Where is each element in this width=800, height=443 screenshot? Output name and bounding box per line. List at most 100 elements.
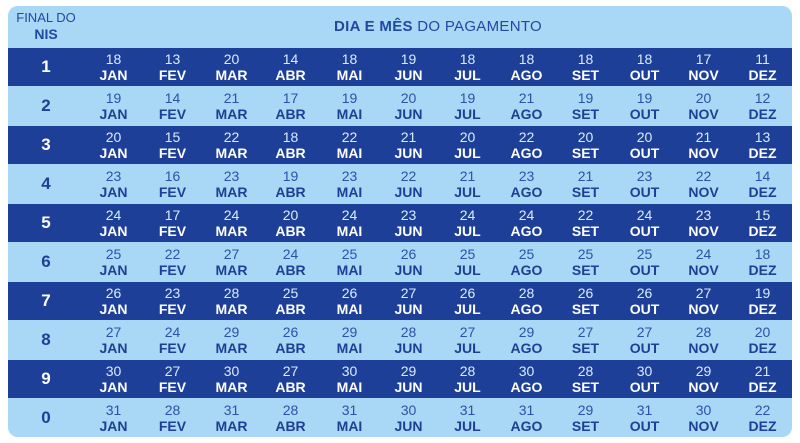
payment-day: 30: [400, 402, 417, 418]
payment-date-cell: 22 MAI: [320, 126, 379, 164]
payment-date-cell: 15 DEZ: [733, 204, 792, 242]
payment-month: FEV: [158, 262, 187, 278]
payment-day: 31: [459, 402, 476, 418]
table-header: FINAL DO NIS DIA E MÊS DO PAGAMENTO: [8, 6, 792, 48]
payment-day: 23: [223, 168, 240, 184]
payment-day: 20: [105, 129, 122, 145]
payment-month: SET: [571, 418, 600, 434]
payment-day: 25: [636, 246, 653, 262]
payment-date-cell: 28 FEV: [143, 399, 202, 437]
payment-date-cell: 25 SET: [556, 243, 615, 281]
payment-date-cell: 25 JAN: [84, 243, 143, 281]
payment-month: DEZ: [748, 301, 777, 317]
payment-month: OUT: [629, 106, 660, 122]
payment-day: 18: [636, 51, 653, 67]
payment-month: MAI: [336, 301, 363, 317]
payment-date-cell: 22 MAR: [202, 126, 261, 164]
payment-day: 16: [164, 168, 181, 184]
payment-date-cell: 29 AGO: [497, 321, 556, 359]
payment-month: MAI: [336, 223, 363, 239]
payment-date-cell: 20 NOV: [674, 87, 733, 125]
nis-final-digit: 8: [41, 330, 51, 349]
payment-day: 26: [459, 285, 476, 301]
table-row: 4 23 JAN 16 FEV 23 MAR 19 ABR 23 MAI 22 JUN 21 JUL 23 AG…: [8, 165, 792, 203]
payment-day: 20: [223, 51, 240, 67]
payment-month: MAI: [336, 418, 363, 434]
payment-day: 18: [105, 51, 122, 67]
nis-final-digit: 2: [41, 96, 51, 115]
payment-month: SET: [571, 67, 600, 83]
payment-date-cell: 20 JUL: [438, 126, 497, 164]
payment-month: OUT: [629, 67, 660, 83]
payment-month: AGO: [510, 262, 543, 278]
payment-date-cell: 18 MAI: [320, 48, 379, 86]
payment-day: 25: [105, 246, 122, 262]
payment-day: 31: [518, 402, 535, 418]
payment-date-cell: 28 AGO: [497, 282, 556, 320]
payment-date-cell: 31 MAR: [202, 399, 261, 437]
payment-date-cell: 23 JUN: [379, 204, 438, 242]
payment-day: 22: [223, 129, 240, 145]
payment-day: 25: [459, 246, 476, 262]
payment-day: 22: [577, 207, 594, 223]
payment-month: NOV: [688, 340, 719, 356]
payment-day: 28: [400, 324, 417, 340]
payment-date-cell: 19 JUL: [438, 87, 497, 125]
payment-date-cell: 28 JUL: [438, 360, 497, 398]
payment-date-cell: 31 MAI: [320, 399, 379, 437]
payment-day: 23: [341, 168, 358, 184]
payment-day: 11: [755, 51, 770, 67]
payment-day: 19: [341, 90, 358, 106]
payment-date-cell: 20 MAR: [202, 48, 261, 86]
nis-final-digit: 9: [41, 369, 51, 388]
payment-date-cell: 22 JUN: [379, 165, 438, 203]
payment-date-cell: 23 NOV: [674, 204, 733, 242]
payment-date-cell: 20 ABR: [261, 204, 320, 242]
payment-date-cell: 22 DEZ: [733, 399, 792, 437]
payment-day: 30: [341, 363, 358, 379]
payment-month: DEZ: [748, 340, 777, 356]
payment-day: 24: [282, 246, 299, 262]
payment-month: NOV: [688, 223, 719, 239]
payment-date-cell: 19 MAI: [320, 87, 379, 125]
payment-day: 19: [636, 90, 653, 106]
payment-date-cell: 23 FEV: [143, 282, 202, 320]
payment-month: JUN: [394, 301, 423, 317]
payment-date-cell: 19 JAN: [84, 87, 143, 125]
table-row: 8 27 JAN 24 FEV 29 MAR 26 ABR 29 MAI 28 JUN 27 JUL 29 AG…: [8, 321, 792, 359]
payment-month: NOV: [688, 145, 719, 161]
payment-month: MAR: [215, 145, 248, 161]
payment-day: 31: [105, 402, 122, 418]
payment-date-cell: 19 OUT: [615, 87, 674, 125]
payment-day: 22: [695, 168, 712, 184]
payment-day: 28: [577, 363, 594, 379]
payment-month: FEV: [158, 67, 187, 83]
payment-day: 19: [459, 90, 476, 106]
payment-date-cell: 19 DEZ: [733, 282, 792, 320]
payment-day: 14: [754, 168, 771, 184]
payment-month: ABR: [275, 301, 306, 317]
payment-day: 22: [754, 402, 771, 418]
payment-month: MAR: [215, 262, 248, 278]
payment-date-cell: 21 MAR: [202, 87, 261, 125]
payment-month: MAI: [336, 145, 363, 161]
payment-day: 18: [282, 129, 299, 145]
payment-date-cell: 17 FEV: [143, 204, 202, 242]
payment-day: 26: [105, 285, 122, 301]
payment-month: OUT: [629, 145, 660, 161]
payment-month: JUL: [454, 184, 481, 200]
payment-month: JAN: [99, 106, 128, 122]
payment-date-cell: 29 JUN: [379, 360, 438, 398]
payment-date-cell: 27 JUL: [438, 321, 497, 359]
payment-date-cell: 20 DEZ: [733, 321, 792, 359]
payment-day: 28: [223, 285, 240, 301]
payment-date-cell: 21 DEZ: [733, 360, 792, 398]
payment-day: 30: [223, 363, 240, 379]
payment-month: MAR: [215, 301, 248, 317]
payment-day: 17: [695, 51, 712, 67]
payment-month: NOV: [688, 262, 719, 278]
payment-month: SET: [571, 379, 600, 395]
payment-date-cell: 20 SET: [556, 126, 615, 164]
payment-date-cell: 14 ABR: [261, 48, 320, 86]
payment-month: ABR: [275, 223, 306, 239]
